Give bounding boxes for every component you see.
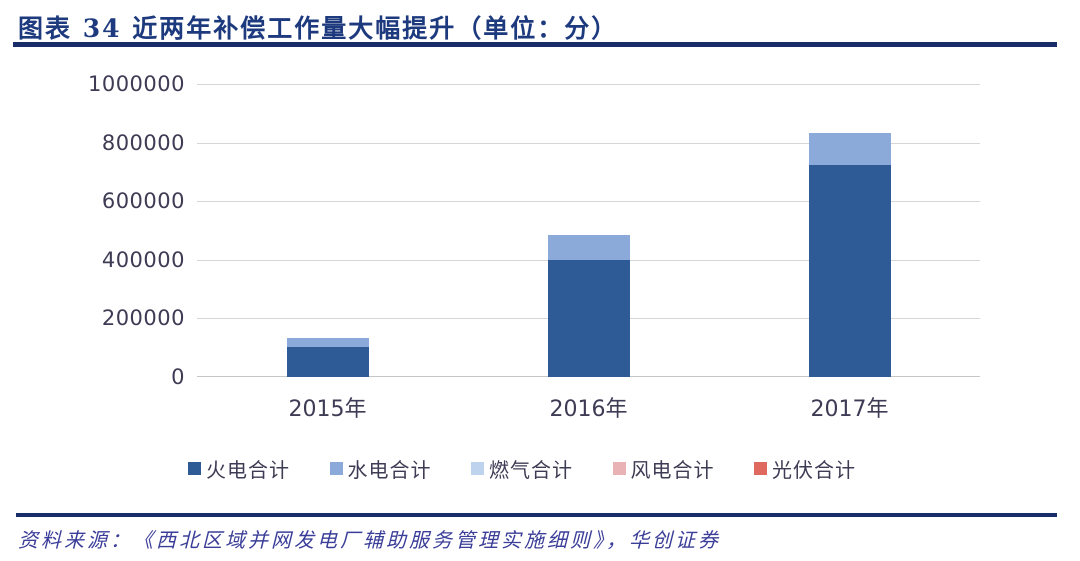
chart-legend: 火电合计 水电合计 燃气合计 风电合计 光伏合计 [188,452,856,484]
gridline [197,84,980,85]
legend-swatch [754,461,767,475]
gridline [197,143,980,144]
legend-item: 光伏合计 [754,454,856,483]
legend-swatch [612,461,626,475]
y-axis-tick-label: 0 [171,365,185,389]
footer-rule [16,513,1057,517]
bar-segment [548,235,630,260]
legend-item: 风电合计 [612,454,715,483]
legend-swatch [471,461,484,475]
plot-area: 0 200000 400000 600000 800000 1000000 2015年 201… [88,72,980,422]
legend-item: 燃气合计 [471,454,573,483]
bar-segment [548,260,630,377]
x-axis-category-label: 2016年 [549,397,628,422]
x-axis-category-label: 2017年 [810,397,889,422]
y-axis-tick-label: 1000000 [87,72,185,96]
bar-segment [287,338,369,347]
x-axis-category-label: 2015年 [288,397,367,422]
legend-item: 水电合计 [329,454,432,483]
y-axis-tick-label: 400000 [101,248,185,272]
legend-label: 风电合计 [630,457,715,482]
source-text: 资料来源：《西北区域并网发电厂辅助服务管理实施细则》，华创证券 [18,528,721,552]
title-rule [13,42,1057,47]
legend-label: 燃气合计 [489,457,573,482]
legend-swatch [188,461,201,475]
y-axis-tick-label: 200000 [101,306,185,330]
figure-title: 图表 34 近两年补偿工作量大幅提升（单位：分） [18,14,619,43]
legend-label: 火电合计 [206,457,290,482]
bar-segment [809,165,891,377]
bar-segment [809,133,891,165]
legend-label: 光伏合计 [772,457,856,482]
y-axis-tick-label: 600000 [101,189,185,213]
y-axis-tick-label: 800000 [101,131,185,155]
legend-swatch [329,461,343,475]
gridline [197,201,980,202]
legend-label: 水电合计 [347,457,432,482]
bar-segment [287,347,369,377]
legend-item: 火电合计 [188,454,290,483]
